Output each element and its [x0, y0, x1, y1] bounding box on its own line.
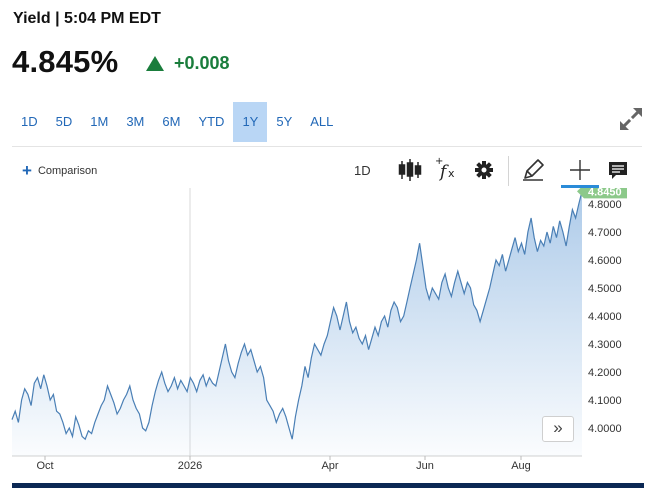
- crosshair-active-indicator: [561, 185, 599, 188]
- x-tick-label: Apr: [321, 460, 338, 472]
- price-change-value: +0.008: [174, 53, 230, 73]
- svg-text:x: x: [448, 167, 455, 180]
- series-line: [11, 191, 583, 441]
- svg-text:f: f: [438, 162, 449, 182]
- svg-text:+: +: [435, 156, 443, 167]
- comparison-label: Comparison: [37, 165, 98, 177]
- price-value: 4.845%: [12, 44, 119, 79]
- price-change: +0.008: [146, 53, 230, 74]
- crosshair-icon[interactable]: [566, 156, 594, 184]
- interval-selector[interactable]: 1D: [354, 163, 371, 178]
- candlestick-icon[interactable]: [396, 156, 424, 184]
- toolbar-separator: [508, 156, 509, 186]
- expand-icon[interactable]: [618, 106, 644, 132]
- range-tab-1m[interactable]: 1M: [90, 114, 109, 129]
- y-tick-label: 4.4000: [588, 311, 622, 323]
- y-tick-label: 4.7000: [588, 227, 622, 239]
- y-tick-label: 4.6000: [588, 255, 622, 267]
- x-tick-label: Aug: [511, 460, 531, 472]
- y-tick-label: 4.1000: [588, 395, 622, 407]
- bottom-bar: [12, 483, 644, 488]
- y-tick-label: 4.3000: [588, 339, 622, 351]
- range-tab-ytd[interactable]: YTD: [198, 114, 225, 129]
- up-triangle-icon: [146, 56, 164, 71]
- gear-icon[interactable]: [470, 156, 498, 184]
- range-tabs: 1D 5D 1M 3M 6M YTD 1Y 5Y ALL: [12, 102, 342, 142]
- x-tick-label: 2026: [178, 460, 202, 472]
- range-tab-1d[interactable]: 1D: [21, 114, 38, 129]
- toolbar-divider: [12, 146, 642, 147]
- series-area: [12, 191, 582, 456]
- y-tick-label: 4.0000: [588, 423, 622, 435]
- x-tick-label: Oct: [36, 460, 53, 472]
- range-tab-1y[interactable]: 1Y: [233, 102, 268, 142]
- range-tab-5y[interactable]: 5Y: [276, 114, 293, 129]
- x-tick-label: Jun: [416, 460, 434, 472]
- yield-chart[interactable]: 4.0000 4.1000 4.2000 4.3000 4.4000 4.5000 4.60…: [0, 188, 649, 488]
- chart-title: Yield | 5:04 PM EDT: [13, 10, 161, 27]
- comment-icon[interactable]: [604, 156, 632, 184]
- y-tick-label: 4.5000: [588, 283, 622, 295]
- range-tab-all[interactable]: ALL: [310, 114, 334, 129]
- last-value-badge: [577, 188, 627, 199]
- range-tab-3m[interactable]: 3M: [126, 114, 145, 129]
- last-value-label: 4.8450: [588, 188, 622, 198]
- y-tick-label: 4.2000: [588, 367, 622, 379]
- function-icon[interactable]: + f x: [432, 156, 460, 184]
- y-tick-label: 4.8000: [588, 199, 622, 211]
- range-tab-6m[interactable]: 6M: [162, 114, 181, 129]
- scroll-to-latest-button[interactable]: »: [542, 416, 574, 442]
- pencil-icon[interactable]: [519, 156, 547, 184]
- range-tab-5d[interactable]: 5D: [55, 114, 73, 129]
- plus-icon: +: [22, 161, 32, 180]
- comparison-button[interactable]: + Comparison: [22, 161, 98, 180]
